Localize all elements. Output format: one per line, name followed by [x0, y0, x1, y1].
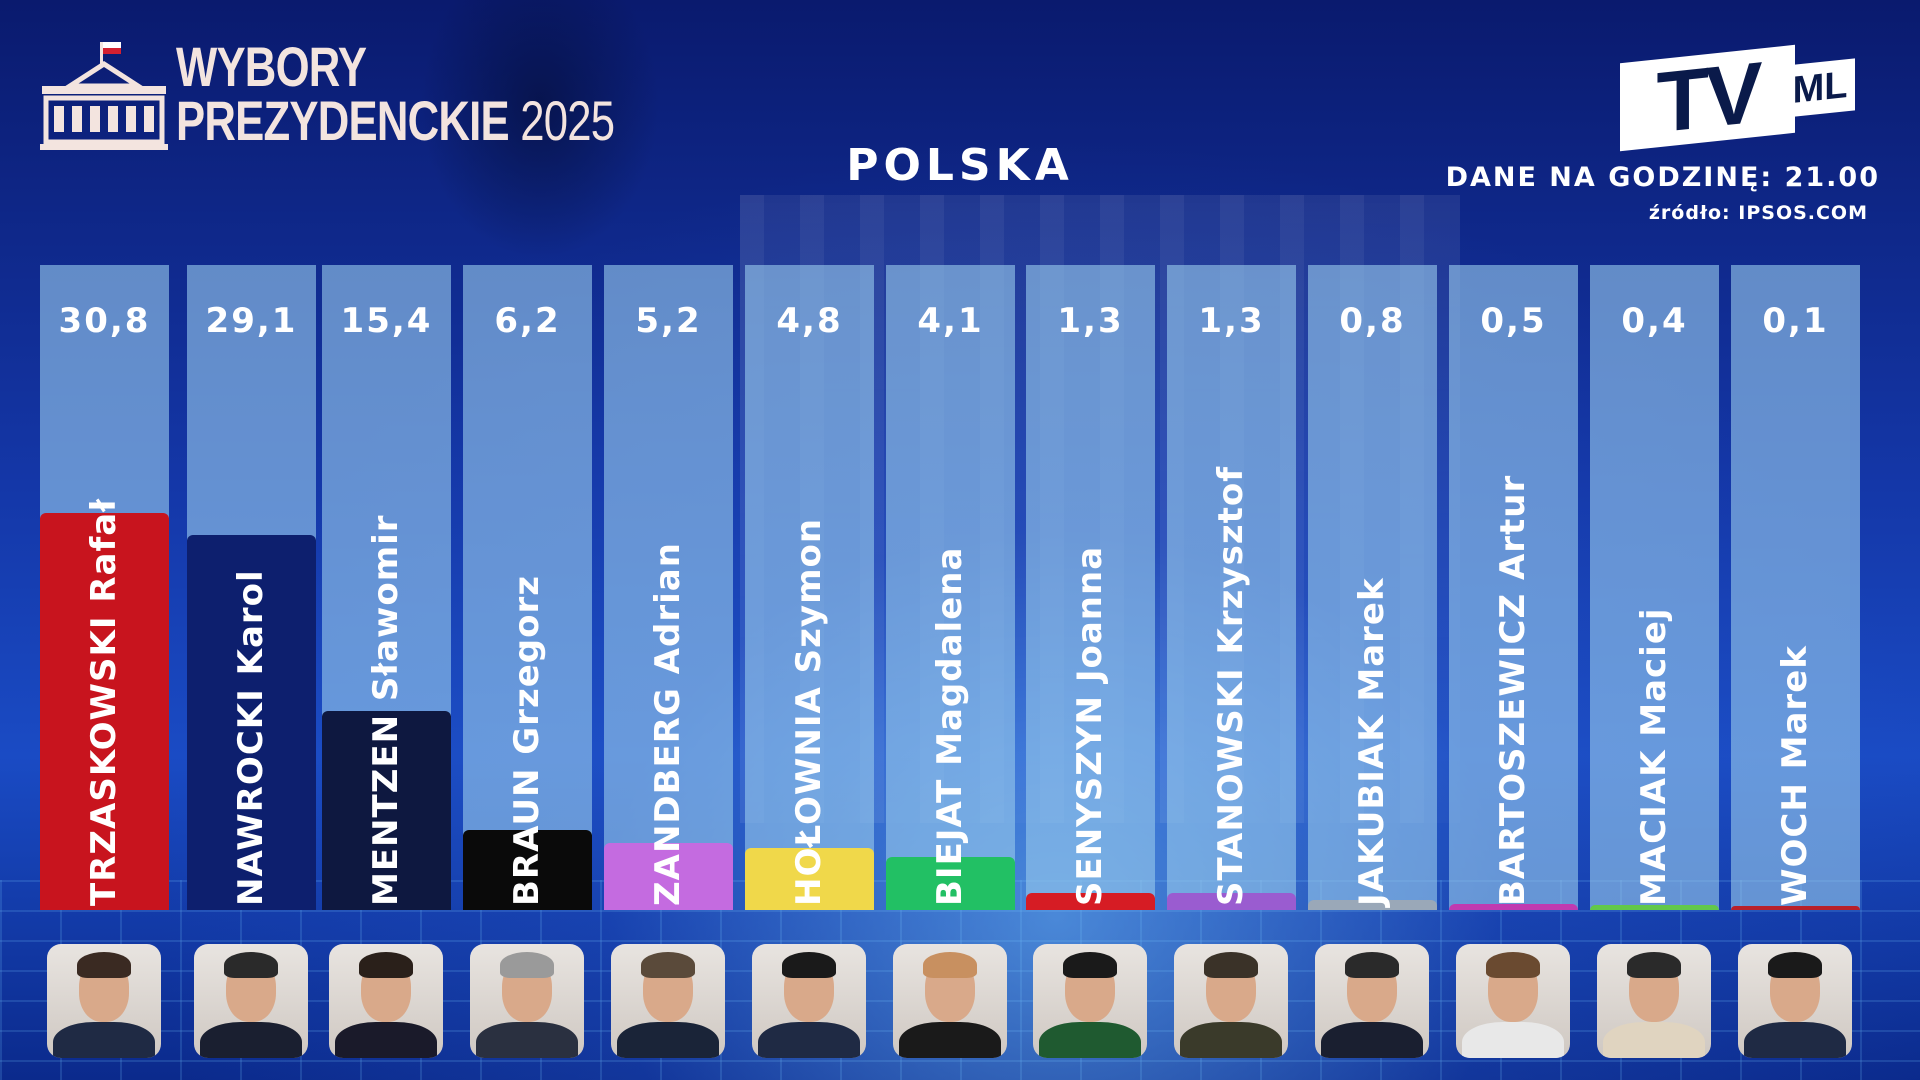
bar-track-11: 0,5 BARTOSZEWICZ Artur	[1449, 265, 1578, 910]
data-label-3: 15,4	[340, 301, 433, 341]
bar-13	[1731, 906, 1860, 910]
bar-7	[886, 857, 1015, 910]
bar-track-10: 0,8 JAKUBIAK Marek	[1308, 265, 1437, 910]
data-label-11: 0,5	[1480, 301, 1547, 341]
bar-track-3: 15,4 MENTZEN Sławomir	[322, 265, 451, 910]
candidate-photo-7	[893, 944, 1007, 1058]
candidate-photo-12	[1597, 944, 1711, 1058]
candidate-name-1: TRZASKOWSKI Rafał	[84, 498, 124, 906]
bar-8	[1026, 893, 1155, 910]
candidate-name-12: MACIAK Maciej	[1634, 607, 1674, 906]
candidate-photo-9	[1174, 944, 1288, 1058]
bar-track-13: 0,1 WOCH Marek	[1731, 265, 1860, 910]
election-logo: WYBORY PREZYDENCKIE 2025	[40, 34, 680, 164]
bar-track-4: 6,2 BRAUN Grzegorz	[463, 265, 592, 910]
candidate-photo-10	[1315, 944, 1429, 1058]
data-label-4: 6,2	[494, 301, 561, 341]
data-label-9: 1,3	[1198, 301, 1265, 341]
bar-track-7: 4,1 BIEJAT Magdalena	[886, 265, 1015, 910]
logo-line-wybory: WYBORY	[176, 35, 367, 98]
data-label-6: 4,8	[776, 301, 843, 341]
candidate-name-4: BRAUN Grzegorz	[507, 574, 547, 906]
candidate-photo-8	[1033, 944, 1147, 1058]
bar-track-1: 30,8 TRZASKOWSKI Rafał	[40, 265, 169, 910]
logo-word: PREZYDENCKIE	[176, 89, 510, 152]
bar-4	[463, 830, 592, 910]
bar-track-5: 5,2 ZANDBERG Adrian	[604, 265, 733, 910]
bar-10	[1308, 900, 1437, 910]
building-icon	[40, 42, 168, 150]
region-title: POLSKA	[846, 140, 1074, 191]
bar-track-2: 29,1 NAWROCKI Karol	[187, 265, 316, 910]
bar-track-12: 0,4 MACIAK Maciej	[1590, 265, 1719, 910]
candidate-name-5: ZANDBERG Adrian	[648, 542, 688, 906]
bar-6	[745, 848, 874, 910]
candidate-name-6: HOŁOWNIA Szymon	[789, 517, 829, 906]
bar-track-8: 1,3 SENYSZYN Joanna	[1026, 265, 1155, 910]
candidate-name-13: WOCH Marek	[1775, 645, 1815, 906]
data-label-12: 0,4	[1621, 301, 1688, 341]
candidate-name-3: MENTZEN Sławomir	[366, 514, 406, 906]
bar-2	[187, 535, 316, 910]
data-label-1: 30,8	[58, 301, 151, 341]
source-label: źródło: IPSOS.COM	[1648, 202, 1868, 224]
data-label-7: 4,1	[917, 301, 984, 341]
bar-5	[604, 843, 733, 910]
bar-1	[40, 513, 169, 910]
candidate-name-7: BIEJAT Magdalena	[930, 546, 970, 906]
candidate-photo-4	[470, 944, 584, 1058]
candidate-photo-11	[1456, 944, 1570, 1058]
candidate-photo-5	[611, 944, 725, 1058]
candidate-photo-1	[47, 944, 161, 1058]
candidate-name-2: NAWROCKI Karol	[231, 569, 271, 906]
candidate-photo-3	[329, 944, 443, 1058]
data-label-10: 0,8	[1339, 301, 1406, 341]
data-label-13: 0,1	[1762, 301, 1829, 341]
bar-track-9: 1,3 STANOWSKI Krzysztof	[1167, 265, 1296, 910]
candidate-name-11: BARTOSZEWICZ Artur	[1493, 474, 1533, 906]
candidate-name-8: SENYSZYN Joanna	[1070, 545, 1110, 906]
candidate-photo-6	[752, 944, 866, 1058]
data-label-8: 1,3	[1057, 301, 1124, 341]
bar-track-6: 4,8 HOŁOWNIA Szymon	[745, 265, 874, 910]
candidate-photo-2	[194, 944, 308, 1058]
bar-11	[1449, 904, 1578, 910]
candidate-name-10: JAKUBIAK Marek	[1352, 577, 1392, 906]
bar-3	[322, 711, 451, 910]
candidate-photo-13	[1738, 944, 1852, 1058]
data-label-2: 29,1	[205, 301, 298, 341]
logo-year: 2025	[520, 89, 615, 152]
data-label-5: 5,2	[635, 301, 702, 341]
logo-line-prezydenckie: PREZYDENCKIE 2025	[176, 88, 615, 153]
bar-12	[1590, 905, 1719, 910]
bar-9	[1167, 893, 1296, 910]
candidate-name-9: STANOWSKI Krzysztof	[1211, 465, 1251, 906]
data-time-label: DANE NA GODZINĘ: 21.00	[1445, 162, 1880, 193]
